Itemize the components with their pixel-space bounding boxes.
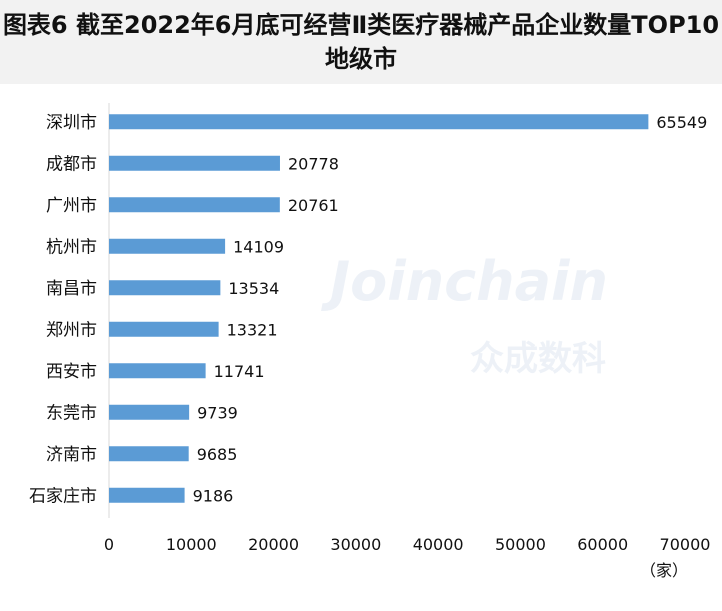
category-label: 东莞市 [46, 403, 97, 423]
data-label: 9685 [197, 445, 238, 464]
category-label: 成都市 [46, 154, 97, 174]
bar [109, 487, 185, 503]
data-label: 13534 [228, 279, 279, 298]
x-tick-label: 60000 [577, 535, 628, 554]
category-label: 西安市 [46, 362, 97, 382]
bar [109, 238, 226, 254]
bar [109, 363, 206, 379]
data-label: 11741 [214, 362, 265, 381]
chart-title: 图表6 截至2022年6月底可经营Ⅱ类医疗器械产品企业数量TOP10地级市 [2, 11, 720, 73]
watermark-chinese: 众成数科 [470, 339, 606, 379]
category-label: 深圳市 [46, 113, 97, 133]
data-label: 20761 [288, 196, 339, 215]
watermark-latin: Joinchain [321, 250, 608, 313]
category-label: 南昌市 [46, 279, 97, 299]
data-label: 13321 [227, 320, 278, 339]
x-tick-label: 20000 [248, 535, 299, 554]
data-label: 20778 [288, 154, 339, 173]
data-label: 65549 [656, 113, 707, 132]
category-label: 郑州市 [46, 320, 97, 340]
data-label: 9186 [193, 486, 234, 505]
bar [109, 197, 280, 213]
bar [109, 321, 219, 337]
category-label: 杭州市 [46, 237, 97, 257]
bar [109, 114, 649, 130]
bar [109, 404, 190, 420]
category-label: 济南市 [46, 445, 97, 465]
bar [109, 280, 221, 296]
data-label: 9739 [197, 403, 238, 422]
x-tick-label: 50000 [495, 535, 546, 554]
category-label: 广州市 [46, 196, 97, 216]
x-tick-label: 40000 [413, 535, 464, 554]
bar [109, 446, 189, 462]
x-tick-label: 0 [104, 535, 114, 554]
x-unit-label: （家） [640, 561, 688, 580]
category-label: 石家庄市 [29, 486, 97, 506]
data-label: 14109 [233, 237, 284, 256]
x-tick-label: 70000 [660, 535, 711, 554]
watermark: Joinchain 众成数科 [321, 250, 608, 379]
x-tick-label: 30000 [330, 535, 381, 554]
x-tick-label: 10000 [166, 535, 217, 554]
bar [109, 155, 280, 171]
title-bar: 图表6 截至2022年6月底可经营Ⅱ类医疗器械产品企业数量TOP10地级市 [0, 0, 722, 84]
